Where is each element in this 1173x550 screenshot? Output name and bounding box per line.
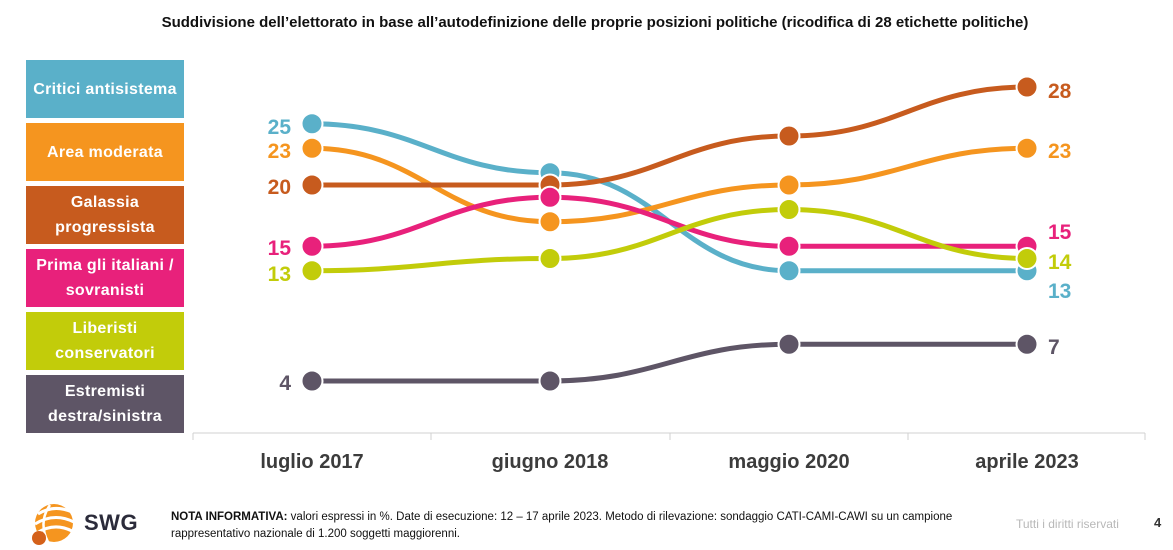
data-point [1015, 332, 1039, 356]
legend-item-moderata: Area moderata [26, 123, 184, 181]
x-tick-label: luglio 2017 [260, 451, 363, 473]
data-point [1015, 75, 1039, 99]
data-point [777, 173, 801, 197]
data-labels: 25 13 23 23 20 28 15 15 13 14 4 7 [268, 80, 1072, 395]
data-point [1015, 247, 1039, 270]
swg-globe-icon [32, 504, 75, 545]
line-chart: 25 13 23 23 20 28 15 15 13 14 4 7 luglio 2017 giugno… [192, 75, 1146, 473]
note-text: valori espressi in %. Date di esecuzione… [171, 511, 953, 540]
data-point [777, 124, 801, 148]
start-value-label: 15 [268, 237, 292, 260]
data-points [300, 75, 1039, 393]
legend-item-progressista: Galassia progressista [26, 186, 184, 244]
note-label: NOTA INFORMATIVA: [171, 511, 288, 523]
rights-reserved: Tutti i diritti riservati [1016, 517, 1119, 531]
data-point [538, 247, 562, 270]
data-point [300, 259, 324, 283]
series-lines [309, 84, 1030, 384]
end-value-label: 23 [1048, 140, 1071, 163]
data-point [538, 185, 562, 209]
chart-title: Suddivisione dell’elettorato in base all… [161, 14, 1029, 31]
data-point [300, 173, 324, 197]
data-point [300, 136, 324, 160]
end-value-label: 14 [1048, 251, 1072, 274]
x-tick-label: maggio 2020 [728, 451, 849, 473]
start-value-label: 4 [279, 372, 291, 395]
informative-note: NOTA INFORMATIVA: valori espressi in %. … [171, 509, 971, 543]
swg-logo: SWG [30, 500, 138, 546]
data-point [777, 198, 801, 221]
legend-item-critici: Critici antisistema [26, 60, 184, 118]
legend-item-sovranisti: Prima gli italiani / sovranisti [26, 249, 184, 307]
end-value-label: 15 [1048, 221, 1072, 244]
legend-item-estremisti: Estremisti destra/sinistra [26, 375, 184, 433]
x-tick-label: aprile 2023 [975, 451, 1078, 473]
series-line-3 [309, 194, 1030, 249]
x-tick-labels: luglio 2017 giugno 2018 maggio 2020 aprile … [260, 451, 1078, 473]
data-point [777, 259, 801, 283]
start-value-label: 23 [268, 140, 291, 163]
data-point [777, 234, 801, 258]
legend-item-liberisti: Liberisti conservatori [26, 312, 184, 370]
series-line-2 [309, 84, 1030, 188]
x-axis [192, 432, 1146, 440]
series-line-4 [309, 206, 1030, 274]
end-value-label: 13 [1048, 280, 1071, 303]
data-point [777, 332, 801, 356]
x-tick-label: giugno 2018 [492, 451, 609, 473]
start-value-label: 20 [268, 176, 291, 199]
page-number: 4 [1154, 515, 1162, 530]
data-point [1015, 136, 1039, 160]
start-value-label: 25 [268, 116, 292, 139]
logo-text: SWG [84, 510, 139, 535]
data-point [300, 234, 324, 258]
data-point [538, 369, 562, 393]
start-value-label: 13 [268, 263, 291, 286]
legend: Critici antisistema Area moderata Galass… [26, 60, 184, 438]
end-value-label: 7 [1048, 336, 1060, 359]
series-line-5 [309, 341, 1030, 384]
data-point [300, 369, 324, 393]
data-point [300, 112, 324, 136]
data-point [538, 210, 562, 234]
end-value-label: 28 [1048, 80, 1072, 103]
